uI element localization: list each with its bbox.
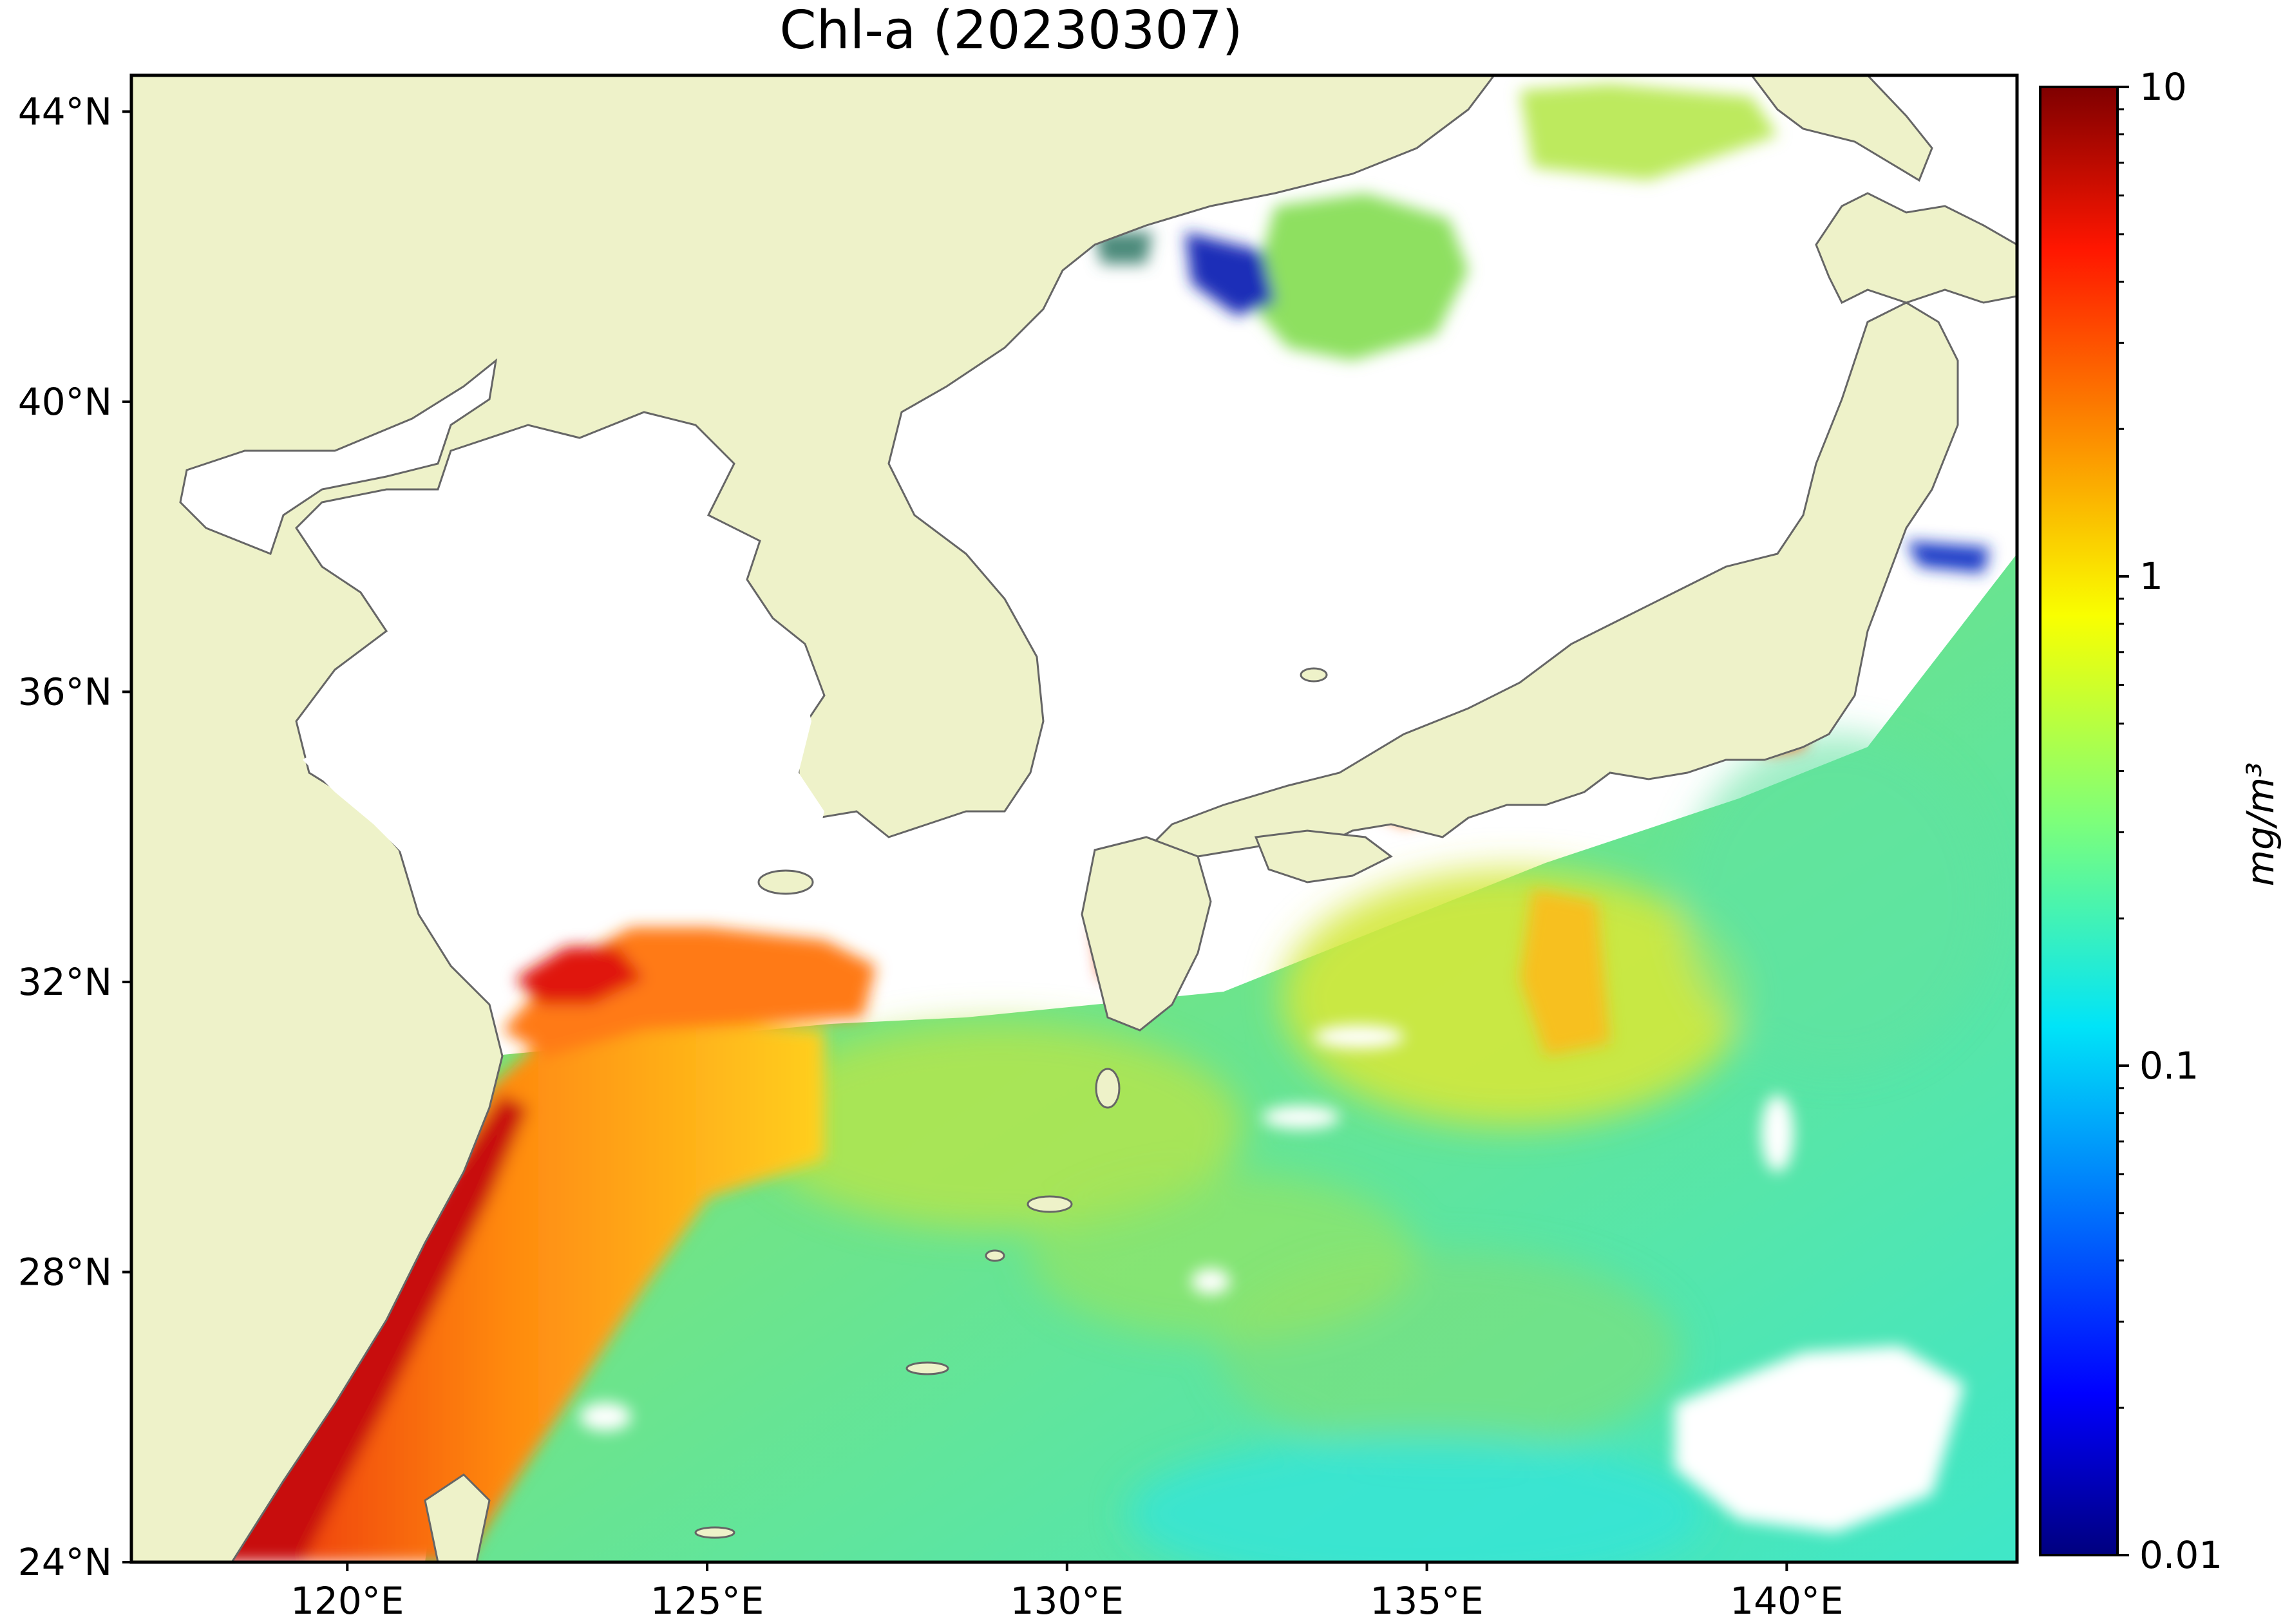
lon-tick-label: 120°E <box>290 1579 404 1623</box>
colorbar-tick-label: 1 <box>2139 554 2163 598</box>
mainland-asia <box>131 75 1495 1562</box>
lat-tick-label: 36°N <box>18 670 112 713</box>
lat-tick-label: 44°N <box>18 90 112 133</box>
taiwan <box>424 1473 491 1562</box>
map-frame <box>129 73 2019 1564</box>
honshu <box>1137 301 1959 858</box>
hokkaido <box>1815 192 2017 305</box>
map-plot-area <box>131 75 2017 1562</box>
colorbar-ticks: 10 1 0.1 0.01 <box>2117 65 2222 1577</box>
lon-tick-label: 135°E <box>1370 1579 1483 1623</box>
longitude-axis: 120°E 125°E 130°E 135°E 140°E <box>290 1562 1844 1623</box>
lat-tick-label: 28°N <box>18 1250 112 1294</box>
colorbar-tick-label: 10 <box>2139 65 2187 109</box>
colorbar-tick-label: 0.1 <box>2139 1044 2199 1088</box>
shikoku <box>1254 829 1393 883</box>
colorbar-tick-label: 0.01 <box>2139 1533 2222 1577</box>
latitude-axis: 44°N 40°N 36°N 32°N 28°N 24°N <box>18 90 131 1584</box>
lat-tick-label: 32°N <box>18 960 112 1004</box>
lon-tick-label: 130°E <box>1010 1579 1124 1623</box>
lon-tick-label: 140°E <box>1730 1579 1843 1623</box>
map-title: Chl-a (20230307) <box>779 0 1243 61</box>
land-masses <box>131 75 2017 1562</box>
jeju-island <box>757 869 814 895</box>
kyushu <box>1081 836 1212 1032</box>
lat-tick-label: 24°N <box>18 1540 112 1584</box>
colorbar: 10 1 0.1 0.01 mg/m³ <box>2039 65 2282 1577</box>
colorbar-frame <box>2039 86 2119 1556</box>
colorbar-gradient <box>2040 87 2117 1555</box>
colorbar-unit-label: mg/m³ <box>2239 762 2282 887</box>
lon-tick-label: 125°E <box>650 1579 764 1623</box>
lat-tick-label: 40°N <box>18 380 112 424</box>
